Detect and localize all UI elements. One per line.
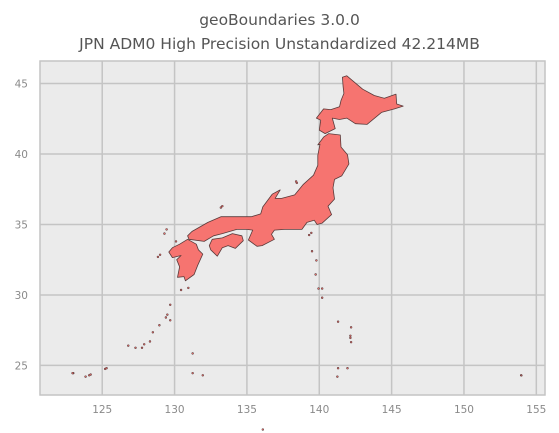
y-tick-label: 30 [15,290,28,302]
hokkaido-shape [316,75,404,134]
x-tick-label: 145 [382,404,402,416]
small-island-shape [314,273,317,276]
map-title-line1: geoBoundaries 3.0.0 [199,11,360,29]
small-island-shape [295,181,299,185]
small-island-shape [134,346,137,349]
small-island-shape [151,331,155,334]
small-island-shape [164,316,168,319]
country-shapes [71,75,523,431]
small-island-shape [191,352,194,355]
small-island-shape [174,240,178,243]
small-island-shape [346,367,349,370]
small-island-shape [148,340,152,343]
small-island-shape [219,206,223,209]
small-island-shape [71,371,74,375]
small-island-shape [191,371,194,375]
small-island-shape [163,232,166,235]
small-island-shape [320,296,324,299]
small-island-shape [349,340,353,344]
kyushu-shape [168,238,204,282]
small-island-shape [142,343,146,346]
y-axis-ticks: 25 30 35 40 45 [15,79,28,373]
x-axis-ticks: 125 130 135 140 145 150 155 [92,404,546,416]
y-tick-label: 35 [15,219,28,231]
small-island-shape [166,313,169,316]
y-tick-label: 40 [15,149,28,161]
x-tick-label: 150 [454,404,474,416]
small-island-shape [169,303,172,307]
shikoku-shape [208,233,244,257]
small-island-shape [336,367,340,370]
grid-lines [40,61,545,395]
small-island-shape [221,204,224,208]
small-island-shape [315,259,318,262]
small-island-shape [84,375,87,378]
small-island-shape [317,287,320,290]
small-island-shape [158,324,161,327]
small-island-shape [201,374,204,377]
x-tick-label: 140 [309,404,329,416]
small-island-shape [127,344,130,347]
small-island-shape [310,250,314,253]
minami-torishima-shape [520,374,523,377]
small-island-shape [169,319,172,322]
plot-frame [39,60,546,396]
small-island-shape [310,231,313,235]
y-tick-label: 45 [15,79,28,91]
small-island-shape [165,228,168,231]
map-title-line2: JPN ADM0 High Precision Unstandardized 4… [79,35,480,53]
small-island-shape [158,253,162,256]
small-island-shape [140,346,144,349]
small-island-shape [320,287,324,290]
small-island-shape [87,374,91,377]
small-island-shape [336,375,339,378]
x-tick-label: 130 [165,404,185,416]
small-island-shape [179,288,183,292]
small-island-shape [336,320,340,323]
small-island-shape [103,367,107,371]
small-island-shape [156,255,160,259]
x-tick-label: 125 [92,404,112,416]
honshu-shape [187,133,350,247]
small-island-shape [349,334,352,338]
y-tick-label: 25 [15,360,28,372]
small-island-shape [349,336,352,340]
small-island-shape [307,233,311,237]
x-tick-label: 155 [526,404,546,416]
x-tick-label: 135 [237,404,257,416]
small-island-shape [261,428,265,431]
small-island-shape [187,286,190,290]
small-island-shape [349,326,353,329]
